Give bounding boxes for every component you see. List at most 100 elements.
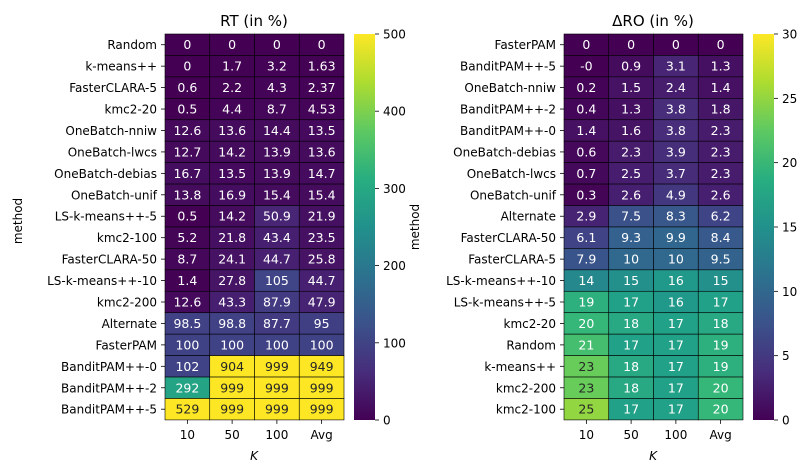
colorbar-tick-label: 5 — [782, 349, 790, 363]
cell-value-label: 98.5 — [173, 316, 201, 331]
colorbar-tick-label: 25 — [782, 92, 797, 106]
rt-colorbar: 0 100 200 300 400 500 — [354, 28, 406, 428]
cell-value-label: 10 — [623, 252, 639, 267]
colorbar-tick-label: 300 — [383, 182, 406, 196]
cell-value-label: 1.63 — [308, 59, 336, 74]
cell-value-label: 17 — [668, 359, 684, 374]
cell-value-label: 15.4 — [308, 187, 336, 202]
cell-value-label: 27.8 — [218, 273, 246, 288]
cell-value-label: 8.7 — [267, 102, 287, 117]
cell-value-label: 25 — [578, 402, 594, 417]
column-label: 10 — [180, 428, 195, 442]
cell-value-label: 999 — [310, 380, 334, 395]
cell-value-label: 17 — [668, 380, 684, 395]
row-label: BanditPAM++-5 — [61, 403, 157, 417]
row-label: BanditPAM++-2 — [460, 103, 556, 117]
cell-value-label: 23 — [578, 380, 594, 395]
cell-value-label: 0 — [183, 37, 191, 52]
row-label: OneBatch-lwcs — [467, 167, 556, 181]
cell-value-label: 19 — [713, 359, 729, 374]
row-label: OneBatch-nniw — [65, 124, 157, 138]
cell-value-label: 4.9 — [666, 187, 686, 202]
cell-value-label: 0.6 — [576, 144, 596, 159]
row-label: kmc2-100 — [496, 403, 556, 417]
cell-value-label: 1.3 — [621, 102, 641, 117]
cell-value-label: 16 — [668, 295, 684, 310]
rt-heatmap-title: RT (in %) — [220, 12, 288, 30]
cell-value-label: 13.5 — [218, 166, 246, 181]
cell-value-label: 8.3 — [666, 209, 686, 224]
cell-value-label: 2.2 — [222, 80, 242, 95]
dro-heatmap-ylabel: method — [408, 204, 422, 250]
dro-heatmap-cells: 0 0 0 0 -0 0.9 3.1 1.3 0.2 1.5 2.4 1.4 0.4 1.3 3.8 1.8 1… — [563, 33, 744, 421]
row-label: FasterCLARA-50 — [461, 231, 556, 245]
dro-heatmap-row-labels: FasterPAM BanditPAM++-5 OneBatch-nniw Bandi… — [446, 38, 564, 417]
colorbar-tick-label: 500 — [383, 28, 406, 42]
cell-value-label: 999 — [265, 380, 289, 395]
row-label: LS-k-means++-5 — [454, 296, 556, 310]
dro-heatmap-column-labels: 10 50 100 Avg — [579, 419, 732, 442]
cell-value-label: 0.5 — [177, 209, 197, 224]
cell-value-label: 13.6 — [218, 123, 246, 138]
cell-value-label: 15 — [623, 273, 639, 288]
cell-value-label: 23.5 — [308, 230, 336, 245]
dro-colorbar-ticks: 0 5 10 15 20 25 30 — [774, 28, 797, 428]
cell-value-label: 9.9 — [666, 230, 686, 245]
column-label: 100 — [265, 428, 288, 442]
cell-value-label: 13.9 — [263, 166, 291, 181]
row-label: LS-k-means++-5 — [55, 210, 157, 224]
cell-value-label: 0 — [672, 37, 680, 52]
dro-heatmap-title: ΔRO (in %) — [612, 12, 694, 30]
cell-value-label: 17 — [623, 337, 639, 352]
cell-value-label: 2.3 — [711, 144, 731, 159]
cell-value-label: 2.6 — [621, 187, 641, 202]
cell-value-label: 17 — [668, 316, 684, 331]
cell-value-label: 87.9 — [263, 295, 291, 310]
cell-value-label: 4.3 — [267, 80, 287, 95]
row-label: k-means++ — [85, 60, 157, 74]
column-label: 100 — [664, 428, 687, 442]
cell-value-label: 14.4 — [263, 123, 291, 138]
cell-value-label: 100 — [220, 337, 244, 352]
cell-value-label: 20 — [713, 380, 729, 395]
row-label: OneBatch-lwcs — [68, 145, 157, 159]
cell-value-label: 999 — [265, 359, 289, 374]
cell-value-label: 19 — [578, 295, 594, 310]
cell-value-label: 16.7 — [173, 166, 201, 181]
cell-value-label: 1.4 — [576, 123, 596, 138]
cell-value-label: 21.9 — [308, 209, 336, 224]
cell-value-label: 3.7 — [666, 166, 686, 181]
cell-value-label: 15.4 — [263, 187, 291, 202]
cell-value-label: 999 — [265, 402, 289, 417]
cell-value-label: 7.5 — [621, 209, 641, 224]
row-label: LS-k-means++-10 — [446, 274, 556, 288]
dro-heatmap-panel: ΔRO (in %) method K 0 0 0 0 -0 0.9 3.1 1.3 0.2 1.… — [408, 12, 744, 463]
cell-value-label: 999 — [220, 380, 244, 395]
cell-value-label: 0 — [318, 37, 326, 52]
cell-value-label: 17 — [623, 402, 639, 417]
cell-value-label: 2.5 — [621, 166, 641, 181]
row-label: kmc2-200 — [97, 296, 157, 310]
dro-colorbar-gradient — [753, 34, 774, 420]
cell-value-label: 12.7 — [173, 144, 201, 159]
row-label: kmc2-20 — [105, 103, 157, 117]
cell-value-label: 2.3 — [711, 123, 731, 138]
colorbar-tick-label: 15 — [782, 221, 797, 235]
column-label: 10 — [579, 428, 594, 442]
cell-value-label: 16 — [668, 273, 684, 288]
cell-value-label: 2.3 — [621, 144, 641, 159]
row-label: OneBatch-debias — [453, 145, 556, 159]
cell-value-label: 18 — [623, 316, 639, 331]
rt-heatmap-column-labels: 10 50 100 Avg — [180, 419, 333, 442]
cell-value-label: 3.1 — [666, 59, 686, 74]
cell-value-label: 19 — [713, 337, 729, 352]
cell-value-label: -0 — [580, 59, 593, 74]
row-label: LS-k-means++-10 — [47, 274, 157, 288]
cell-value-label: 1.5 — [621, 80, 641, 95]
row-label: k-means++ — [484, 360, 556, 374]
cell-value-label: 14.2 — [218, 209, 246, 224]
dro-colorbar: 0 5 10 15 20 25 30 — [753, 28, 797, 428]
cell-value-label: 3.8 — [666, 123, 686, 138]
rt-colorbar-gradient — [354, 34, 375, 420]
